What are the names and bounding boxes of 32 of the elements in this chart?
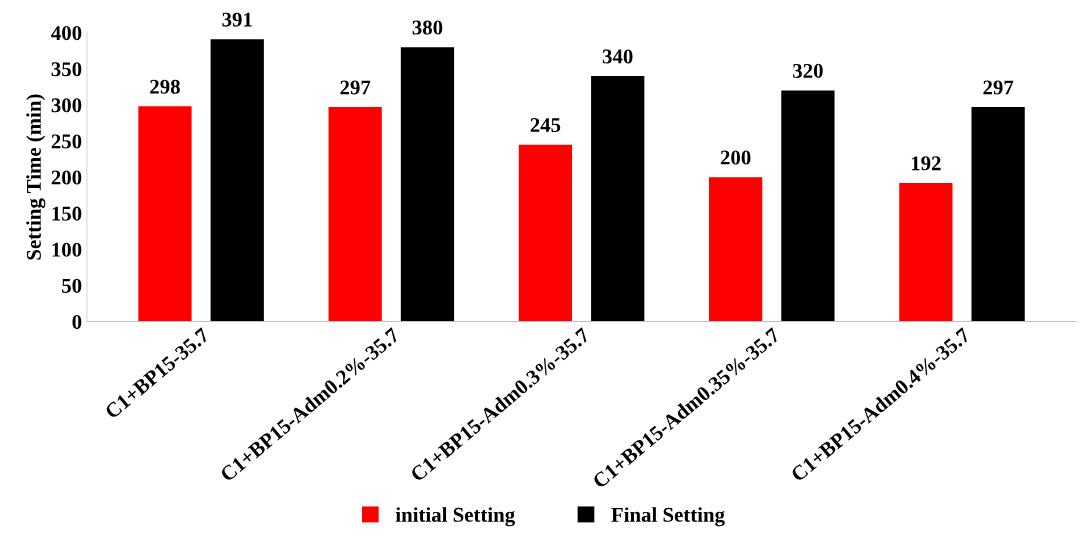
data-label: 200 [720,150,751,165]
bar [591,76,645,322]
data-label: 391 [222,12,252,27]
data-label: 320 [793,63,823,78]
bar [328,107,382,322]
legend-label: Final Setting [611,507,725,527]
y-tick-label: 100 [52,242,82,257]
data-label: 380 [412,20,443,35]
bar [899,182,953,322]
y-tick-label: 50 [62,278,82,293]
y-tick-label: 300 [51,98,82,113]
data-label: 297 [340,80,371,95]
y-tick-label: 250 [51,134,82,149]
y-tick-label: 200 [51,170,82,185]
data-label: 298 [150,79,180,94]
bar [518,144,573,322]
data-label: 245 [530,118,561,133]
data-label: 192 [911,156,941,171]
bar [138,106,192,322]
bar [400,47,455,322]
data-label: 340 [602,49,633,64]
bar [210,39,264,322]
y-tick-label: 0 [72,314,82,329]
bar [971,107,1025,322]
bar [709,177,763,322]
legend-label: initial Setting [395,507,515,527]
data-label: 297 [983,80,1014,95]
y-tick-label: 150 [52,206,82,221]
y-tick-label: 400 [51,26,82,41]
y-tick-label: 350 [51,62,82,77]
y-axis-title: Setting Time (min) [26,94,46,260]
bar [781,90,835,322]
